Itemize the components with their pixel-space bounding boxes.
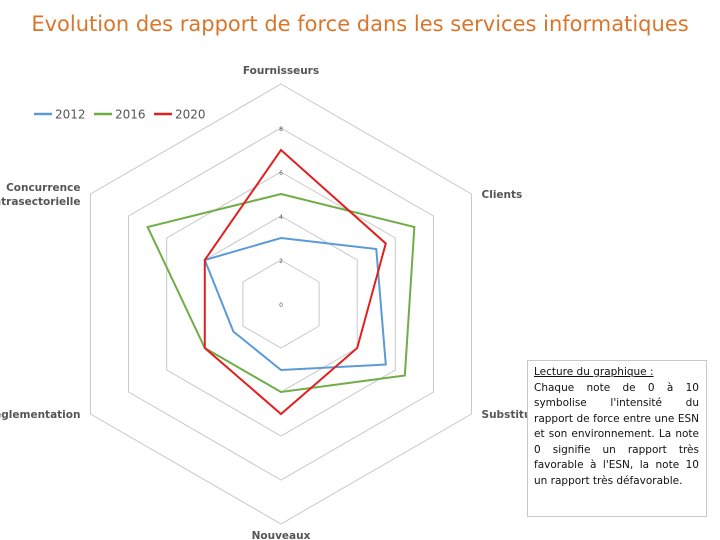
chart-title: Evolution des rapport de force dans les … [31, 12, 689, 36]
tick-label: 0 [279, 302, 283, 309]
series-2016 [146, 192, 416, 394]
legend: 2012 2016 2020 [34, 108, 206, 122]
tick-label: 6 [279, 170, 283, 177]
series-2012 [203, 236, 387, 372]
axis-label: Réglementation [0, 409, 80, 421]
radar-series [146, 148, 416, 416]
grid-ring [242, 259, 320, 349]
reading-note: Lecture du graphique : Chaque note de 0 … [527, 360, 707, 517]
legend-label: 2012 [55, 108, 86, 122]
tick-label: 8 [279, 126, 283, 133]
axis-label: Fournisseurs [243, 65, 319, 77]
axis-label: Clients [482, 189, 523, 201]
radar-ticks: 0 2 4 6 8 [279, 126, 283, 309]
grid-ring [89, 83, 473, 525]
tick-label: 4 [279, 214, 283, 221]
series-2020 [203, 148, 387, 416]
tick-label: 2 [279, 258, 283, 265]
note-heading: Lecture du graphique : [534, 366, 654, 378]
legend-label: 2016 [115, 108, 146, 122]
axis-labels: FournisseursClientsSubstitutsNouveauxent… [0, 65, 543, 540]
grid-ring [166, 171, 396, 437]
legend-label: 2020 [175, 108, 206, 122]
note-body: Chaque note de 0 à 10 symbolise l'intens… [534, 381, 699, 487]
axis-label: Nouveauxentrants [252, 530, 311, 540]
axis-label: Concurrenceintrasectorielle [0, 182, 80, 208]
grid-ring [128, 127, 434, 481]
